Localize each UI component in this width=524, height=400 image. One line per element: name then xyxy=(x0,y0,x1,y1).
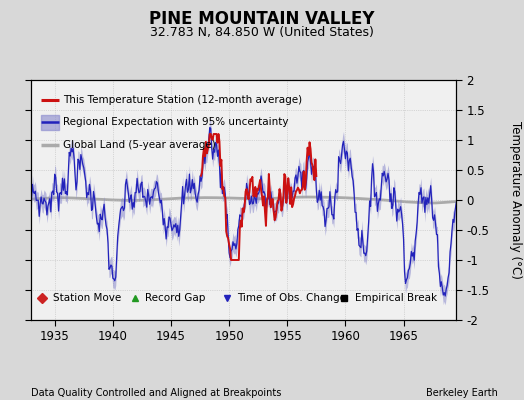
Text: Global Land (5-year average): Global Land (5-year average) xyxy=(63,140,216,150)
Y-axis label: Temperature Anomaly (°C): Temperature Anomaly (°C) xyxy=(509,121,522,279)
Text: Regional Expectation with 95% uncertainty: Regional Expectation with 95% uncertaint… xyxy=(63,118,288,128)
Text: Data Quality Controlled and Aligned at Breakpoints: Data Quality Controlled and Aligned at B… xyxy=(31,388,282,398)
Text: Berkeley Earth: Berkeley Earth xyxy=(426,388,498,398)
Text: Empirical Break: Empirical Break xyxy=(355,293,437,303)
Text: Time of Obs. Change: Time of Obs. Change xyxy=(237,293,346,303)
Text: 32.783 N, 84.850 W (United States): 32.783 N, 84.850 W (United States) xyxy=(150,26,374,39)
Text: Record Gap: Record Gap xyxy=(145,293,205,303)
Text: Station Move: Station Move xyxy=(53,293,121,303)
Text: This Temperature Station (12-month average): This Temperature Station (12-month avera… xyxy=(63,95,302,105)
Text: PINE MOUNTAIN VALLEY: PINE MOUNTAIN VALLEY xyxy=(149,10,375,28)
